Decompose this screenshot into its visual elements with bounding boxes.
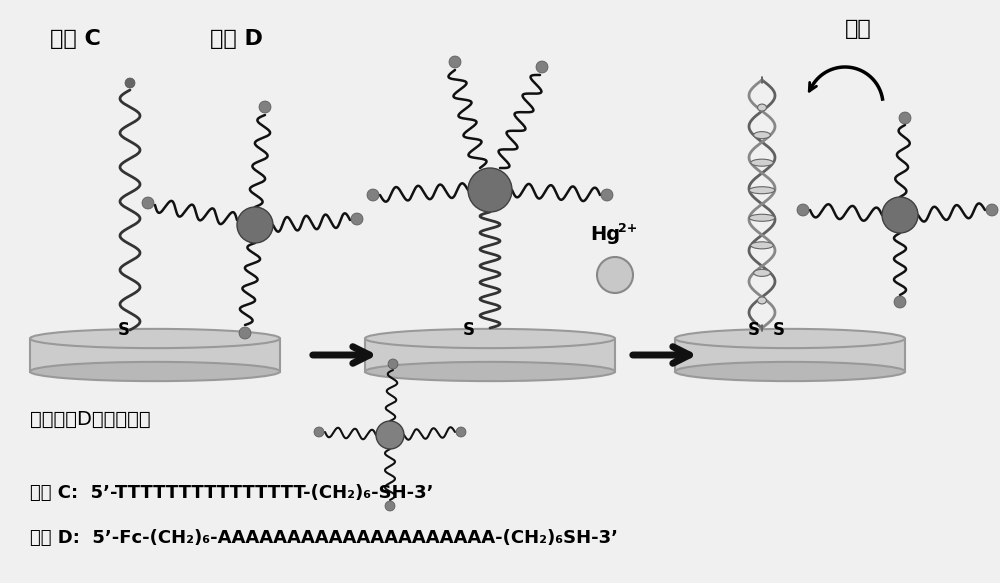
Ellipse shape: [30, 362, 280, 381]
Circle shape: [468, 168, 512, 212]
Bar: [30, 339, 280, 371]
Ellipse shape: [758, 104, 766, 111]
Circle shape: [125, 78, 135, 88]
Circle shape: [882, 197, 918, 233]
Circle shape: [237, 207, 273, 243]
Ellipse shape: [749, 215, 775, 222]
Circle shape: [536, 61, 548, 73]
Ellipse shape: [749, 187, 775, 194]
Circle shape: [449, 56, 461, 68]
Circle shape: [388, 359, 398, 369]
Ellipse shape: [365, 362, 615, 381]
Text: 探针 C: 探针 C: [50, 29, 101, 49]
Text: 探针 C:  5’-TTTTTTTTTTTTTTT-(CH₂)₆-SH-3’: 探针 C: 5’-TTTTTTTTTTTTTTT-(CH₂)₆-SH-3’: [30, 484, 434, 502]
Ellipse shape: [751, 159, 773, 166]
Text: S: S: [748, 321, 760, 339]
Ellipse shape: [758, 297, 766, 304]
Circle shape: [376, 421, 404, 449]
Circle shape: [259, 101, 271, 113]
Circle shape: [367, 189, 379, 201]
Circle shape: [351, 213, 363, 225]
Circle shape: [239, 327, 251, 339]
Circle shape: [601, 189, 613, 201]
Text: 探针 D:  5’-Fc-(CH₂)₆-AAAAAAAAAAAAAAAAAAAA-(CH₂)₆SH-3’: 探针 D: 5’-Fc-(CH₂)₆-AAAAAAAAAAAAAAAAAAAA-…: [30, 529, 618, 547]
Text: 释放: 释放: [845, 19, 872, 39]
Circle shape: [314, 427, 324, 437]
Text: Hg: Hg: [590, 225, 620, 244]
Text: 探针 D: 探针 D: [210, 29, 263, 49]
Circle shape: [456, 427, 466, 437]
Ellipse shape: [365, 329, 615, 348]
Text: 包被探针D的纳米金：: 包被探针D的纳米金：: [30, 410, 151, 429]
Bar: [675, 339, 905, 371]
Circle shape: [797, 204, 809, 216]
Text: S: S: [773, 321, 785, 339]
Bar: [365, 339, 615, 371]
Ellipse shape: [751, 242, 773, 249]
Text: 2+: 2+: [618, 222, 637, 235]
Circle shape: [597, 257, 633, 293]
Circle shape: [385, 501, 395, 511]
Circle shape: [142, 197, 154, 209]
Text: S: S: [463, 321, 475, 339]
Text: S: S: [118, 321, 130, 339]
Ellipse shape: [754, 132, 770, 139]
Ellipse shape: [30, 329, 280, 348]
Circle shape: [894, 296, 906, 308]
Ellipse shape: [754, 269, 770, 276]
Circle shape: [899, 112, 911, 124]
Ellipse shape: [675, 362, 905, 381]
Ellipse shape: [675, 329, 905, 348]
Circle shape: [986, 204, 998, 216]
